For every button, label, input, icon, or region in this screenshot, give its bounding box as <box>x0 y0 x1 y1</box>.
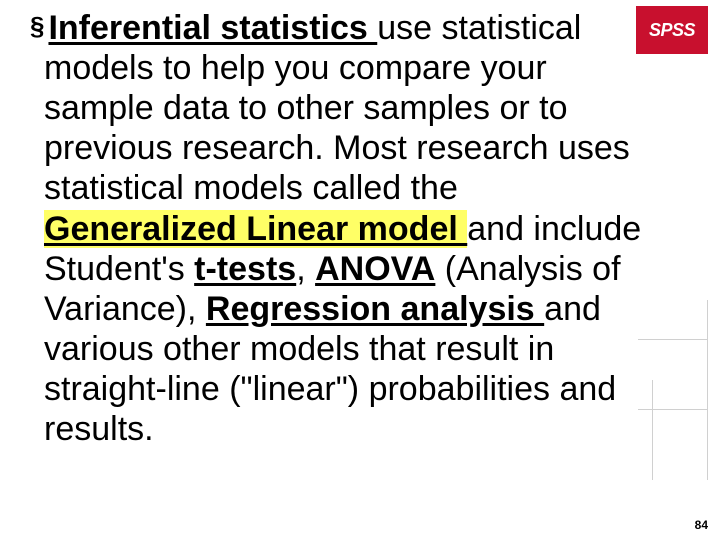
slide: SPSS §Inferential statistics use statist… <box>0 0 720 540</box>
bullet-glyph: § <box>30 11 44 41</box>
term-generalized-linear-model: Generalized Linear model <box>44 210 467 248</box>
term-inferential-statistics: Inferential statistics <box>48 9 377 47</box>
spss-logo: SPSS <box>636 6 708 54</box>
term-t-tests: t-tests <box>194 250 296 288</box>
term-regression-analysis: Regression analysis <box>206 290 544 328</box>
spss-logo-text: SPSS <box>649 20 695 41</box>
text-run-3: , <box>296 250 315 288</box>
page-number: 84 <box>695 518 708 532</box>
term-anova: ANOVA <box>315 250 435 288</box>
body-text: §Inferential statistics use statistical … <box>18 8 702 449</box>
